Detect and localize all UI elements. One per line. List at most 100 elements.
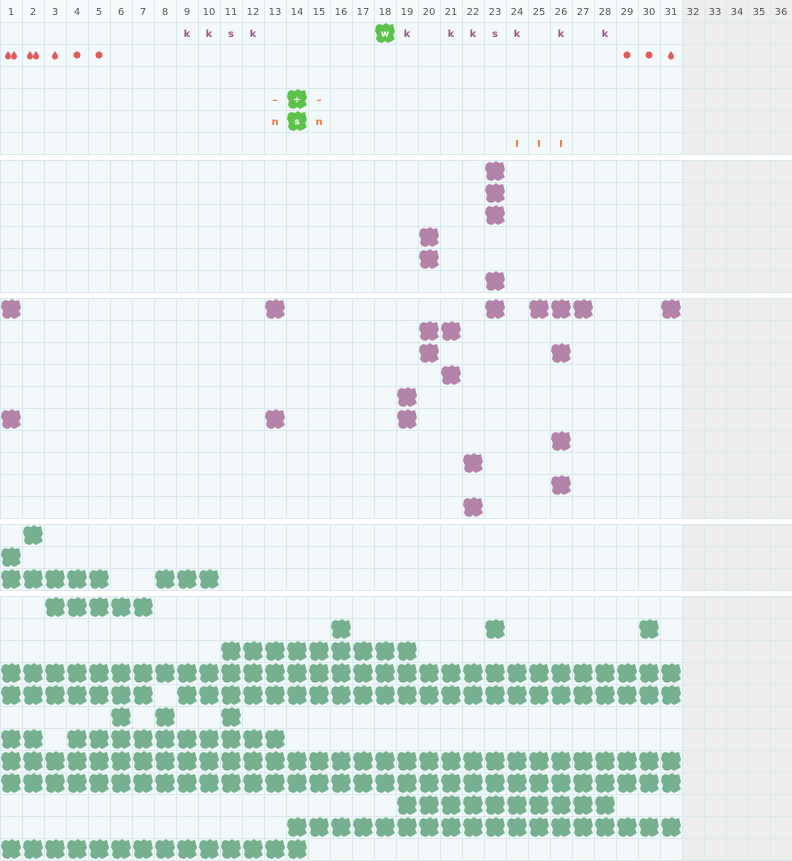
blob — [551, 685, 571, 705]
icon-dot — [95, 51, 103, 59]
blob — [287, 663, 307, 683]
blob — [507, 795, 527, 815]
blob — [265, 299, 285, 319]
blob — [67, 751, 87, 771]
blob — [23, 525, 43, 545]
blob — [199, 663, 219, 683]
blob — [1, 299, 21, 319]
column-number: 26 — [555, 7, 568, 18]
column-number: 25 — [533, 7, 546, 18]
blob — [441, 321, 461, 341]
blob — [177, 685, 197, 705]
blob — [199, 729, 219, 749]
column-number: 2 — [30, 7, 36, 18]
blob — [265, 839, 285, 859]
blob — [441, 773, 461, 793]
icon-drops — [5, 51, 17, 60]
blob — [155, 773, 175, 793]
blob — [111, 839, 131, 859]
column-number: 4 — [74, 7, 80, 18]
blob — [89, 597, 109, 617]
blob — [397, 817, 417, 837]
blob — [639, 685, 659, 705]
blob — [111, 707, 131, 727]
column-number: 24 — [511, 7, 524, 18]
blob — [485, 795, 505, 815]
blob — [199, 751, 219, 771]
blob — [111, 729, 131, 749]
column-number: 21 — [445, 7, 458, 18]
blob — [463, 453, 483, 473]
drop — [27, 51, 33, 60]
column-number: 35 — [753, 7, 766, 18]
blob — [199, 839, 219, 859]
blob — [353, 773, 373, 793]
blob — [265, 773, 285, 793]
blob — [111, 663, 131, 683]
dot — [73, 51, 81, 59]
blob — [221, 707, 241, 727]
blob — [441, 817, 461, 837]
blob — [45, 751, 65, 771]
blob — [573, 817, 593, 837]
blob — [243, 685, 263, 705]
blob — [595, 663, 615, 683]
blob — [133, 685, 153, 705]
section-shade — [682, 524, 792, 590]
blob — [89, 839, 109, 859]
blob — [265, 751, 285, 771]
blob — [45, 773, 65, 793]
blob — [67, 839, 87, 859]
blob — [639, 817, 659, 837]
blob — [353, 641, 373, 661]
blob — [485, 271, 505, 291]
column-number: 33 — [709, 7, 722, 18]
cell-label: k — [206, 29, 213, 40]
column-number: 10 — [203, 7, 216, 18]
cell-label: k — [514, 29, 521, 40]
blob — [243, 641, 263, 661]
blob — [287, 641, 307, 661]
blob — [45, 597, 65, 617]
column-number: 19 — [401, 7, 414, 18]
blob — [177, 839, 197, 859]
blob — [287, 685, 307, 705]
blob — [419, 227, 439, 247]
blob — [133, 751, 153, 771]
blob — [573, 685, 593, 705]
blob — [133, 773, 153, 793]
dot — [645, 51, 653, 59]
blob — [23, 729, 43, 749]
blob — [485, 183, 505, 203]
column-number: 29 — [621, 7, 634, 18]
blob — [639, 619, 659, 639]
blob — [573, 751, 593, 771]
drop — [5, 51, 11, 60]
column-number: 14 — [291, 7, 304, 18]
blob-label: s — [294, 118, 299, 128]
cell-label: I — [515, 139, 519, 150]
blob — [551, 795, 571, 815]
blob — [45, 663, 65, 683]
blob — [529, 817, 549, 837]
blob — [507, 751, 527, 771]
blob — [639, 773, 659, 793]
blob — [507, 663, 527, 683]
blob — [419, 663, 439, 683]
blob — [1, 569, 21, 589]
cell-label: I — [559, 139, 563, 150]
blob — [419, 795, 439, 815]
blob — [45, 839, 65, 859]
blob — [661, 751, 681, 771]
blob — [617, 751, 637, 771]
blob — [419, 773, 439, 793]
column-number: 20 — [423, 7, 436, 18]
blob — [441, 365, 461, 385]
blob — [23, 663, 43, 683]
column-number: 36 — [775, 7, 788, 18]
blob — [265, 641, 285, 661]
blob — [441, 795, 461, 815]
blob — [133, 839, 153, 859]
blob — [199, 773, 219, 793]
blob-label: w — [381, 30, 389, 40]
